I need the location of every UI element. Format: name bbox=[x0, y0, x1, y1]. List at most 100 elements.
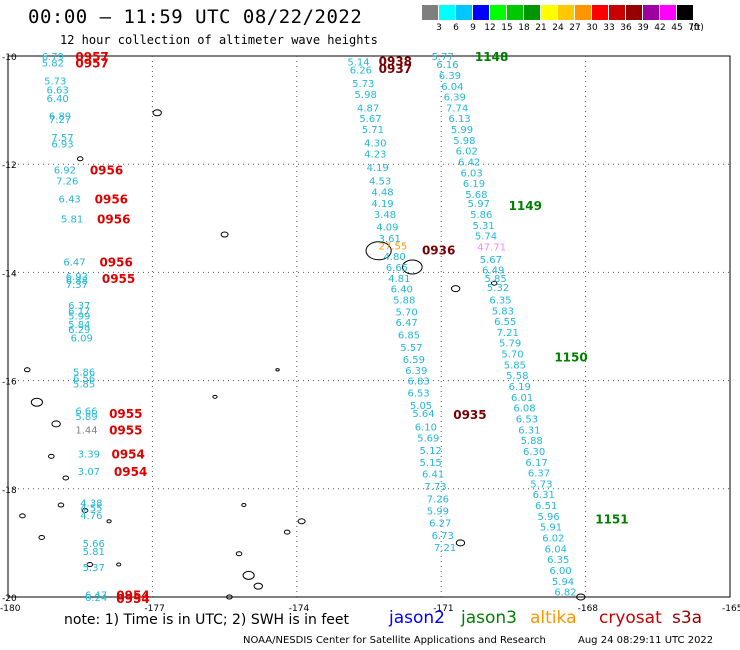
wave-height-value: 7.37 bbox=[66, 280, 88, 291]
pass-time-label: 0936 bbox=[422, 244, 455, 258]
page-subtitle: 12 hour collection of altimeter wave hei… bbox=[60, 33, 378, 47]
legend-label: 42 bbox=[654, 23, 666, 33]
legend-swatch bbox=[422, 5, 438, 20]
wave-height-value: 5.96 bbox=[537, 512, 559, 523]
wave-height-value: 6.00 bbox=[550, 566, 572, 577]
pass-time-label: 0937 bbox=[379, 62, 412, 76]
wave-height-value: 5.12 bbox=[420, 446, 442, 457]
wave-height-value: 5.67 bbox=[359, 114, 381, 125]
wave-height-value: 6.04 bbox=[545, 544, 567, 555]
island-outline bbox=[220, 231, 229, 238]
page-title: 00:00 – 11:59 UTC 08/22/2022 bbox=[28, 6, 363, 28]
pass-time-label: 1148 bbox=[475, 50, 508, 64]
wave-height-value: 6.88 bbox=[66, 276, 88, 287]
wave-height-value: 5.67 bbox=[480, 255, 502, 266]
wave-height-value: 6.01 bbox=[511, 393, 533, 404]
island-outline bbox=[106, 519, 112, 524]
lon-tick-label: -168 bbox=[578, 604, 599, 614]
island-outline bbox=[297, 518, 306, 525]
island-outline bbox=[490, 280, 498, 286]
wave-height-value: 6.82 bbox=[554, 588, 576, 599]
wave-height-value: 5.05 bbox=[410, 401, 432, 412]
wave-height-value: 6.26 bbox=[350, 66, 372, 77]
wave-height-value: 5.77 bbox=[432, 52, 454, 63]
pass-time-label: 0955 bbox=[109, 423, 142, 437]
legend-label: 33 bbox=[603, 23, 615, 33]
wave-height-value: 4.55 bbox=[80, 504, 102, 515]
island-outline bbox=[235, 551, 243, 557]
wave-height-value: 6.08 bbox=[513, 404, 535, 415]
wave-height-value: 5.88 bbox=[393, 295, 415, 306]
wave-height-value: 5.81 bbox=[83, 547, 105, 558]
island-outline bbox=[51, 420, 61, 428]
satellite-label-s3a: s3a bbox=[672, 608, 703, 628]
wave-height-value: 5.91 bbox=[540, 523, 562, 534]
satellite-label-jason3: jason3 bbox=[461, 608, 517, 628]
wave-height-value: 4.48 bbox=[371, 187, 393, 198]
wave-height-value: 5.69 bbox=[417, 433, 439, 444]
wave-height-value: 5.79 bbox=[499, 339, 521, 350]
satellite-label-altika: altika bbox=[530, 608, 577, 628]
wave-height-value: 5.94 bbox=[552, 577, 574, 588]
island-outline bbox=[62, 475, 70, 481]
wave-height-value: 6.13 bbox=[448, 114, 470, 125]
legend-label: 9 bbox=[470, 23, 476, 33]
wave-height-value: 6.40 bbox=[47, 94, 69, 105]
lon-tick-label: -177 bbox=[144, 604, 164, 614]
wave-height-value: 6.55 bbox=[494, 317, 516, 328]
island-outline bbox=[242, 570, 255, 580]
wave-height-value: 4.23 bbox=[364, 149, 386, 160]
wave-height-value: 7.21 bbox=[497, 328, 519, 339]
island-outline bbox=[86, 562, 94, 568]
lon-tick-label: -165 bbox=[722, 604, 740, 614]
map-frame bbox=[7, 55, 731, 598]
wave-height-value: 4.38 bbox=[80, 498, 102, 509]
wave-height-value: 5.70 bbox=[501, 350, 523, 361]
wave-height-value: 5.97 bbox=[468, 199, 490, 210]
wave-height-value: 6.79 bbox=[42, 52, 64, 63]
wave-height-value: 5.58 bbox=[506, 371, 528, 382]
legend-swatch bbox=[677, 5, 693, 20]
wave-height-value: 5.74 bbox=[475, 232, 497, 243]
legend-swatch bbox=[558, 5, 574, 20]
wave-height-value: 5.88 bbox=[521, 436, 543, 447]
wave-height-value: 5.73 bbox=[530, 479, 552, 490]
wave-height-value: 6.29 bbox=[68, 325, 90, 336]
wave-height-value: 6.53 bbox=[516, 414, 538, 425]
pass-time-label: 0956 bbox=[99, 256, 132, 270]
wave-height-value: 5.64 bbox=[412, 409, 434, 420]
wave-height-value: 5.89 bbox=[75, 412, 97, 423]
lon-tick-label: -180 bbox=[0, 604, 21, 614]
legend-swatch bbox=[660, 5, 676, 20]
wave-height-value: 4.19 bbox=[371, 199, 393, 210]
wave-height-value: 3.48 bbox=[374, 210, 396, 221]
island-outline bbox=[81, 507, 89, 513]
satellite-label-jason2: jason2 bbox=[389, 608, 445, 628]
wave-height-value: 5.85 bbox=[485, 274, 507, 285]
island-outline bbox=[450, 285, 461, 293]
wave-height-value: 6.42 bbox=[458, 157, 480, 168]
wave-height-value: 7.26 bbox=[56, 176, 78, 187]
island-outline bbox=[57, 502, 65, 508]
wave-height-value: 5.70 bbox=[395, 307, 417, 318]
wave-height-value: 6.39 bbox=[439, 71, 461, 82]
wave-height-value: 6.02 bbox=[542, 533, 564, 544]
wave-height-value: 5.99 bbox=[68, 312, 90, 323]
pass-time-label: 0954 bbox=[111, 448, 144, 462]
legend-label: 18 bbox=[518, 23, 530, 33]
wave-height-value: 5.71 bbox=[362, 125, 384, 136]
wave-height-value: 4.53 bbox=[369, 176, 391, 187]
legend-label: 70 bbox=[688, 23, 700, 33]
island-outline bbox=[23, 367, 31, 373]
wave-height-value: 6.85 bbox=[398, 331, 420, 342]
wave-height-value: 6.17 bbox=[68, 306, 90, 317]
wave-height-value: 6.63 bbox=[47, 86, 69, 97]
wave-height-value: 5.82 bbox=[42, 58, 64, 69]
wave-height-value: 5.66 bbox=[83, 539, 105, 550]
island-outline bbox=[76, 156, 84, 162]
footnote: note: 1) Time is in UTC; 2) SWH is in fe… bbox=[64, 612, 350, 628]
pass-time-label: 0955 bbox=[102, 272, 135, 286]
wave-height-value: 5.83 bbox=[492, 306, 514, 317]
wave-height-value: 6.35 bbox=[489, 295, 511, 306]
